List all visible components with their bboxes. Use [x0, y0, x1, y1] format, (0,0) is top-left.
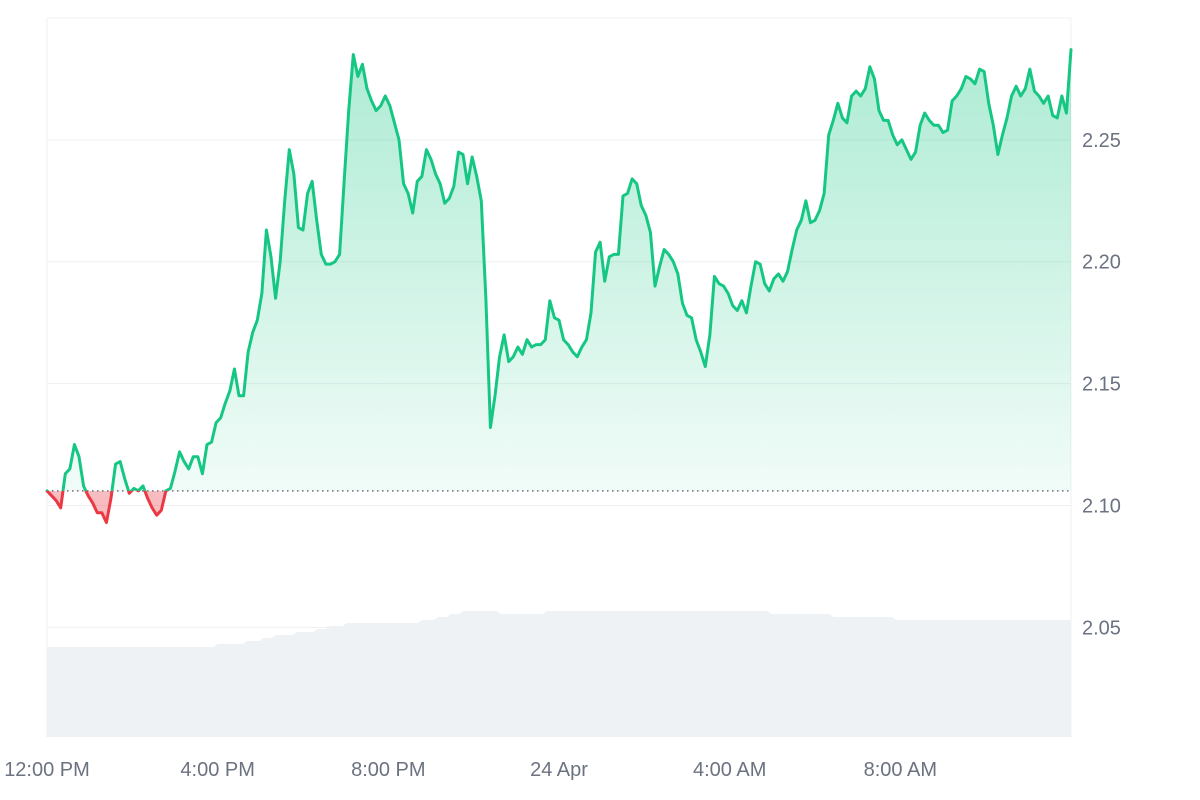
volume-area: [47, 611, 1071, 737]
volume-layer: [47, 611, 1071, 737]
price-line-up: [45, 48, 1073, 491]
axis-layer: 2.05 2.10 2.15 2.20 2.25 12:00 PM 4:00 PM 8:00 …: [4, 130, 1121, 781]
price-area-up: [47, 49, 1071, 491]
x-tick-label: 8:00 AM: [864, 759, 937, 781]
x-tick-label: 4:00 AM: [693, 759, 766, 781]
x-tick-label: 24 Apr: [530, 759, 588, 781]
area-layer: [47, 49, 1071, 523]
y-tick-label: 2.15: [1082, 374, 1121, 396]
x-tick-label: 12:00 PM: [4, 759, 90, 781]
y-tick-label: 2.25: [1082, 130, 1121, 152]
y-tick-label: 2.05: [1082, 617, 1121, 639]
x-tick-label: 8:00 PM: [351, 759, 425, 781]
y-tick-label: 2.10: [1082, 495, 1121, 517]
y-tick-label: 2.20: [1082, 252, 1121, 274]
line-layer: [45, 48, 1073, 525]
price-area-down: [47, 490, 166, 523]
x-tick-label: 4:00 PM: [180, 759, 254, 781]
